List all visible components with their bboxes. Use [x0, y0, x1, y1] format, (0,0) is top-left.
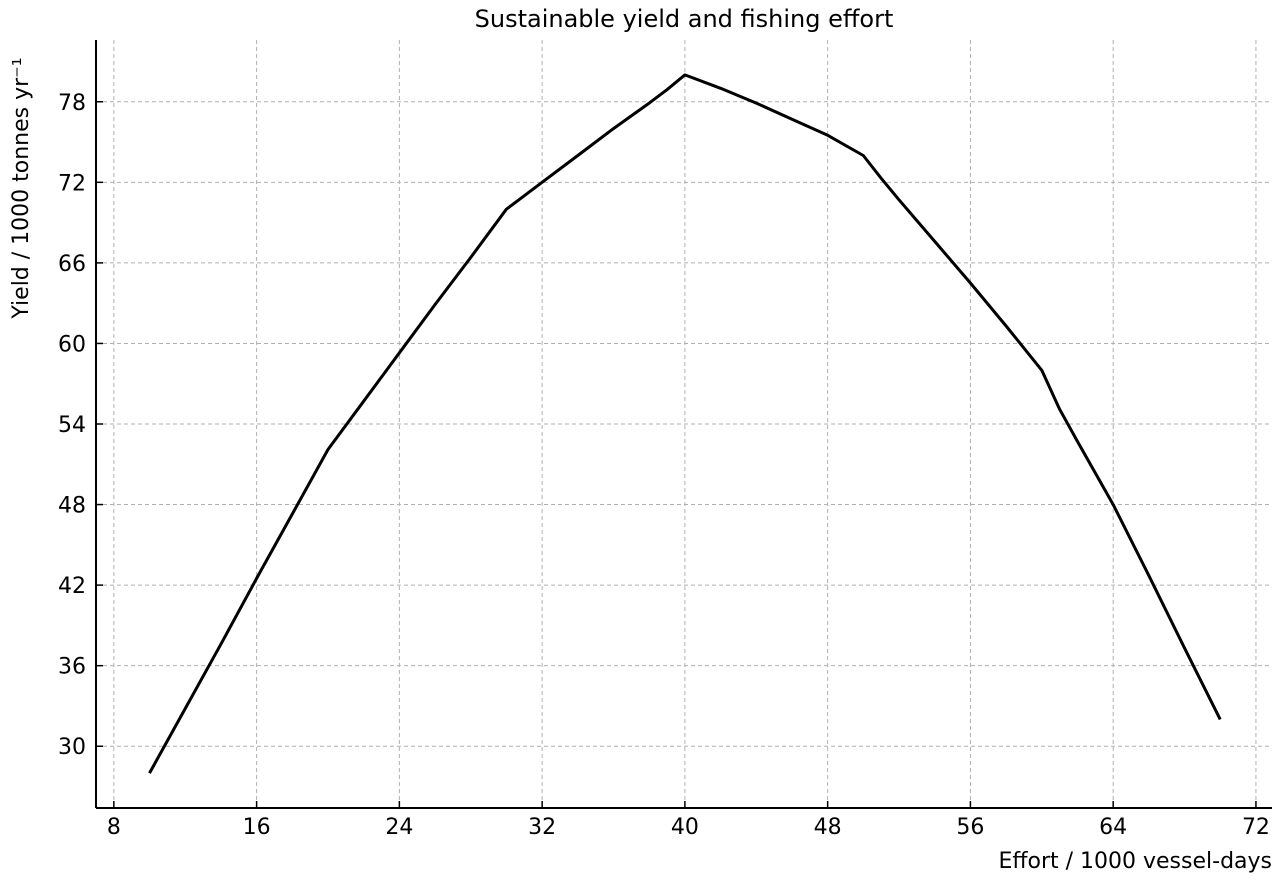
- line: [148, 73, 1222, 774]
- x-tick-label: 72: [1242, 815, 1270, 840]
- x-tick-label: 56: [956, 815, 984, 840]
- y-tick-label: 66: [58, 252, 86, 277]
- x-tick-label: 16: [243, 815, 271, 840]
- y-axis-label: Yield / 1000 tonnes yr⁻¹: [9, 57, 34, 319]
- y-tick-label: 60: [58, 332, 86, 357]
- y-tick-label: 42: [58, 574, 86, 599]
- x-tick-label: 64: [1099, 815, 1127, 840]
- x-tick-label: 48: [814, 815, 842, 840]
- x-tick-label: 32: [528, 815, 556, 840]
- y-tick-label: 30: [58, 735, 86, 760]
- chart-title: Sustainable yield and fishing effort: [475, 5, 894, 33]
- y-tick-label: 78: [58, 91, 86, 116]
- x-tick-label: 8: [107, 815, 121, 840]
- y-tick-label: 54: [58, 413, 86, 438]
- x-axis-label: Effort / 1000 vessel-days: [998, 849, 1272, 874]
- y-tick-label: 36: [58, 655, 86, 680]
- y-tick-label: 72: [58, 171, 86, 196]
- x-tick-label: 24: [385, 815, 413, 840]
- y-tick-label: 48: [58, 494, 86, 519]
- x-tick-label: 40: [671, 815, 699, 840]
